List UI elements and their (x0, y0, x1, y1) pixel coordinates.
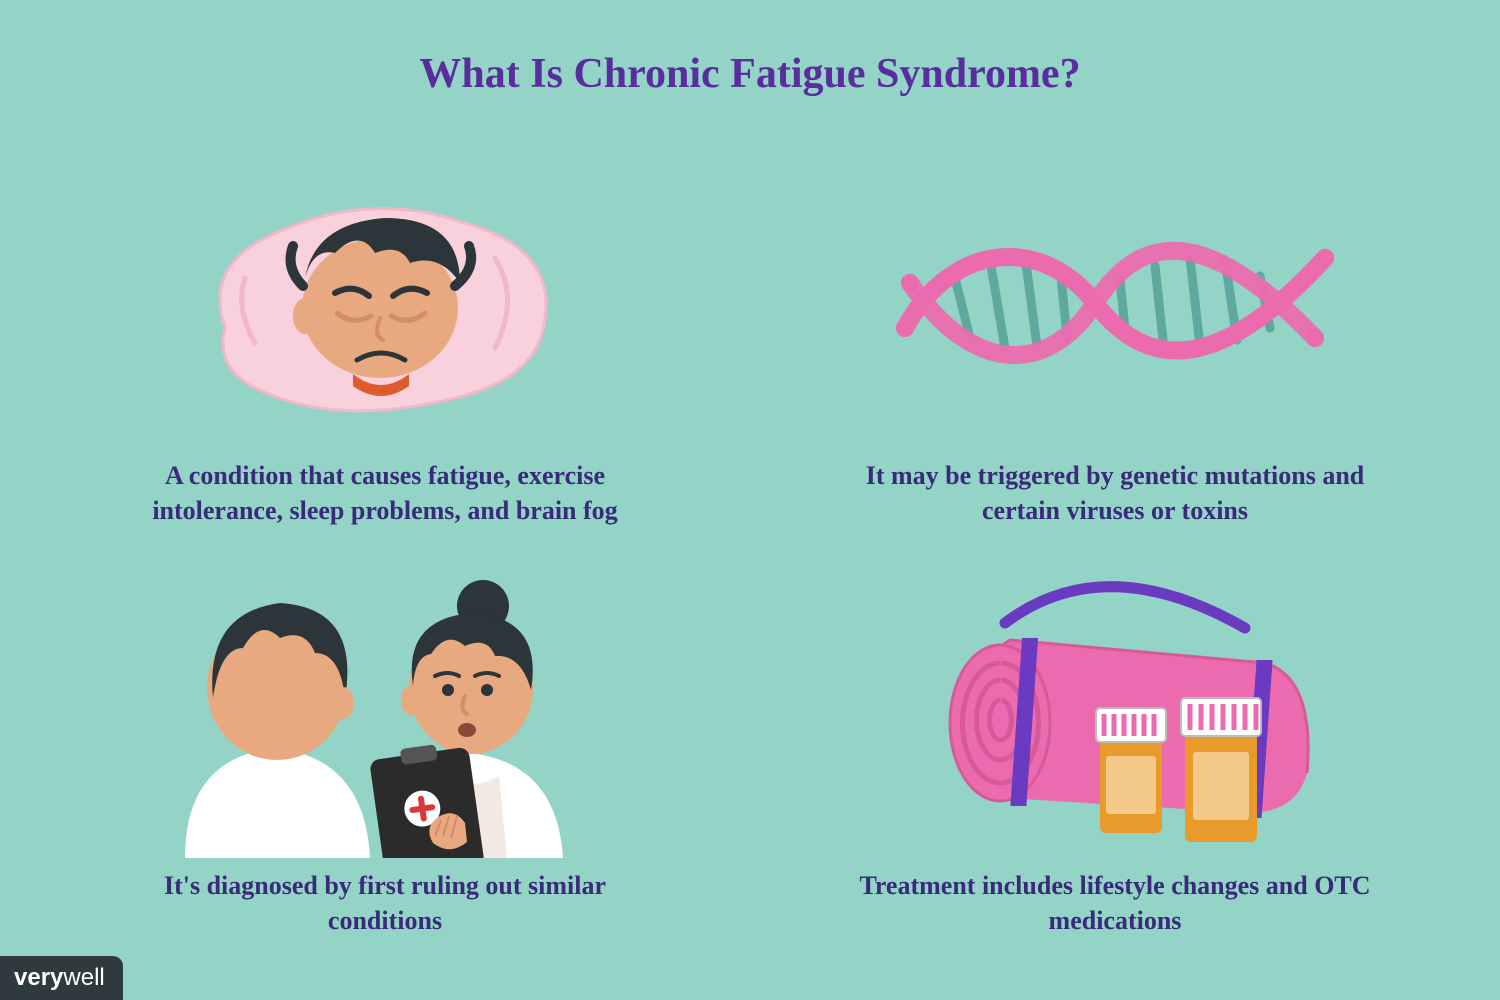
caption-symptoms: A condition that causes fatigue, exercis… (125, 458, 645, 528)
caption-diagnosis: It's diagnosed by first ruling out simil… (125, 868, 645, 938)
page-title: What Is Chronic Fatigue Syndrome? (80, 50, 1420, 98)
dna-helix-icon (810, 148, 1420, 448)
caption-treatment: Treatment includes lifestyle changes and… (855, 868, 1375, 938)
cell-symptoms: A condition that causes fatigue, exercis… (80, 148, 690, 528)
logo-part2: well (63, 964, 104, 992)
caption-causes: It may be triggered by genetic mutations… (855, 458, 1375, 528)
cell-causes: It may be triggered by genetic mutations… (810, 148, 1420, 528)
tired-person-icon (80, 148, 690, 448)
logo-part1: very (14, 964, 63, 992)
cell-treatment: Treatment includes lifestyle changes and… (810, 558, 1420, 938)
cell-diagnosis: It's diagnosed by first ruling out simil… (80, 558, 690, 938)
doctor-patient-icon (80, 558, 690, 858)
content-grid: A condition that causes fatigue, exercis… (80, 148, 1420, 938)
yoga-mat-pills-icon (810, 558, 1420, 858)
logo-badge: verywell (0, 956, 123, 1000)
infographic-canvas: What Is Chronic Fatigue Syndrome? (0, 0, 1500, 1000)
